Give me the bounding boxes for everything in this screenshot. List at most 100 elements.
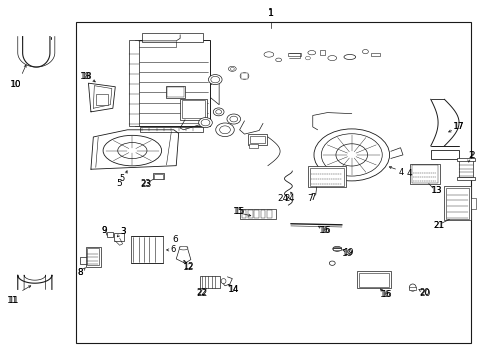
Ellipse shape — [332, 246, 341, 251]
Text: 16: 16 — [319, 226, 329, 235]
Ellipse shape — [313, 129, 389, 181]
Bar — [370, 53, 379, 56]
Bar — [107, 232, 113, 237]
Ellipse shape — [118, 143, 147, 159]
Text: 16: 16 — [379, 290, 391, 299]
Text: 15: 15 — [234, 207, 244, 216]
Ellipse shape — [305, 56, 310, 60]
Text: 2: 2 — [468, 151, 473, 160]
Bar — [254, 211, 259, 219]
Text: 5: 5 — [116, 179, 122, 188]
Ellipse shape — [103, 135, 161, 166]
Bar — [288, 53, 300, 56]
Bar — [140, 127, 203, 132]
Ellipse shape — [329, 261, 334, 265]
Text: 24: 24 — [276, 194, 287, 203]
Text: 3: 3 — [121, 228, 126, 237]
Bar — [358, 273, 388, 287]
Bar — [446, 188, 468, 219]
Text: 21: 21 — [432, 221, 444, 230]
Ellipse shape — [201, 120, 209, 126]
Text: 12: 12 — [183, 264, 194, 273]
Text: 8: 8 — [77, 268, 83, 277]
Text: 10: 10 — [10, 81, 21, 90]
Text: 4: 4 — [406, 169, 411, 178]
Bar — [166, 86, 184, 98]
Bar — [309, 168, 343, 186]
Bar — [153, 173, 163, 179]
Ellipse shape — [213, 108, 224, 116]
Bar — [247, 211, 252, 219]
Text: 24: 24 — [284, 194, 294, 203]
Text: 14: 14 — [227, 285, 239, 294]
Bar — [470, 198, 475, 209]
Bar — [180, 99, 206, 120]
Text: 7: 7 — [309, 193, 315, 202]
Text: 17: 17 — [452, 122, 464, 131]
Bar — [444, 186, 470, 220]
Bar — [239, 210, 276, 220]
Text: 9: 9 — [102, 226, 107, 235]
Ellipse shape — [230, 67, 234, 70]
Ellipse shape — [327, 55, 336, 60]
Bar — [129, 40, 139, 126]
Text: 19: 19 — [342, 249, 353, 258]
Text: 13: 13 — [430, 186, 442, 195]
Text: 23: 23 — [141, 179, 151, 188]
Bar — [456, 177, 474, 180]
Ellipse shape — [228, 66, 236, 71]
Bar — [131, 236, 163, 263]
Bar — [154, 174, 163, 179]
Bar — [409, 164, 439, 184]
Text: 11: 11 — [7, 296, 19, 305]
Text: 16: 16 — [319, 226, 330, 235]
Text: 2: 2 — [468, 151, 473, 160]
Bar — [260, 211, 265, 219]
Text: 12: 12 — [183, 262, 193, 271]
Text: 10: 10 — [10, 81, 20, 90]
Bar — [87, 248, 99, 265]
Text: 18: 18 — [81, 72, 91, 81]
Ellipse shape — [215, 123, 234, 136]
Text: 6: 6 — [170, 246, 176, 255]
Text: 22: 22 — [197, 288, 207, 297]
Ellipse shape — [408, 284, 415, 291]
Bar — [142, 33, 203, 42]
Bar — [456, 158, 474, 161]
Bar — [76, 22, 470, 343]
Text: 17: 17 — [452, 122, 463, 131]
Bar — [241, 211, 246, 219]
Text: 16: 16 — [380, 289, 390, 298]
Ellipse shape — [362, 49, 367, 54]
Text: 11: 11 — [8, 296, 18, 305]
Bar — [266, 211, 271, 219]
Bar — [114, 233, 123, 241]
Bar — [356, 271, 390, 288]
Bar — [320, 50, 325, 55]
Bar — [411, 165, 437, 183]
Bar — [430, 150, 458, 159]
Bar — [248, 134, 266, 145]
Bar — [250, 135, 264, 143]
Text: 18: 18 — [80, 72, 91, 81]
Text: 1: 1 — [268, 8, 274, 18]
Text: 6: 6 — [172, 235, 177, 244]
Ellipse shape — [221, 279, 225, 284]
Text: 13: 13 — [430, 185, 441, 194]
Ellipse shape — [229, 116, 237, 122]
Ellipse shape — [179, 246, 187, 250]
Ellipse shape — [264, 52, 273, 57]
Ellipse shape — [198, 118, 212, 128]
Bar — [408, 287, 415, 290]
Text: 1: 1 — [268, 9, 274, 18]
Bar — [332, 247, 340, 250]
Bar — [182, 100, 204, 118]
Text: 8: 8 — [77, 268, 82, 277]
Text: 9: 9 — [101, 226, 107, 235]
Ellipse shape — [208, 75, 222, 85]
Bar — [458, 160, 472, 177]
Text: 20: 20 — [418, 289, 430, 298]
Ellipse shape — [210, 76, 219, 83]
Bar — [249, 144, 258, 148]
Text: 23: 23 — [140, 180, 151, 189]
